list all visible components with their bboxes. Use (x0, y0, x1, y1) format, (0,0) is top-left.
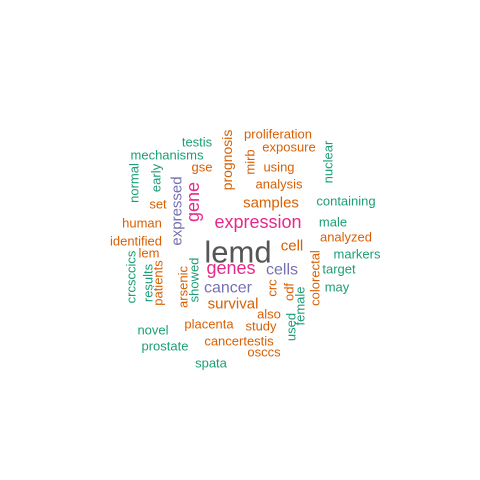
cloud-word-nuclear: nuclear (321, 140, 336, 183)
cloud-word-containing: containing (316, 194, 375, 209)
cloud-word-novel: novel (137, 323, 168, 338)
cloud-word-using: using (263, 160, 294, 175)
cloud-word-prostate: prostate (142, 339, 189, 354)
cloud-word-mechanisms: mechanisms (131, 148, 204, 163)
cloud-word-patients: patients (151, 260, 166, 306)
cloud-word-exposure: exposure (262, 140, 315, 155)
cloud-word-cells: cells (266, 262, 298, 279)
cloud-word-lemd: lemd (204, 235, 271, 270)
cloud-word-lem: lem (139, 246, 160, 261)
cloud-word-samples: samples (243, 195, 299, 212)
cloud-word-analyzed: analyzed (320, 230, 372, 245)
cloud-word-osccs: osccs (247, 345, 281, 360)
cloud-word-study: study (245, 319, 277, 334)
cloud-word-used: used (284, 313, 299, 341)
cloud-word-may: may (325, 280, 350, 295)
cloud-word-genes: genes (206, 258, 255, 278)
cloud-word-showed: showed (187, 258, 202, 303)
cloud-word-arsenic: arsenic (176, 266, 191, 308)
cloud-word-crcsccics: crcsccics (124, 250, 139, 303)
cloud-word-target: target (322, 262, 356, 277)
cloud-word-set: set (149, 197, 167, 212)
cloud-word-identified: identified (110, 234, 162, 249)
cloud-word-crc: crc (265, 279, 280, 297)
cloud-word-female: female (293, 286, 308, 325)
cloud-word-mirb: mirb (243, 149, 258, 174)
cloud-word-early: early (149, 163, 164, 192)
cloud-word-gene: gene (183, 182, 203, 222)
cloud-word-survival: survival (208, 296, 259, 313)
cloud-word-prognosis: prognosis (219, 130, 235, 191)
cloud-word-gse: gse (192, 160, 213, 175)
cloud-word-expressed: expressed (169, 176, 186, 245)
cloud-word-spata: spata (195, 356, 228, 371)
cloud-word-results: results (141, 263, 156, 302)
cloud-word-proliferation: proliferation (244, 127, 312, 142)
cloud-word-analysis: analysis (256, 177, 303, 192)
cloud-word-odf: odf (282, 283, 297, 301)
cloud-word-cancer: cancer (204, 280, 253, 297)
cloud-word-cancertestis: cancertestis (204, 334, 274, 349)
cloud-word-testis: testis (182, 135, 213, 150)
cloud-word-placenta: placenta (184, 317, 234, 332)
cloud-word-expression: expression (214, 212, 301, 232)
cloud-word-also: also (257, 307, 281, 322)
cloud-word-male: male (319, 215, 347, 230)
cloud-word-normal: normal (127, 163, 142, 203)
cloud-word-colorectal: colorectal (308, 250, 323, 306)
cloud-word-cell: cell (281, 238, 304, 255)
cloud-word-markers: markers (334, 247, 381, 262)
cloud-word-human: human (122, 216, 162, 231)
